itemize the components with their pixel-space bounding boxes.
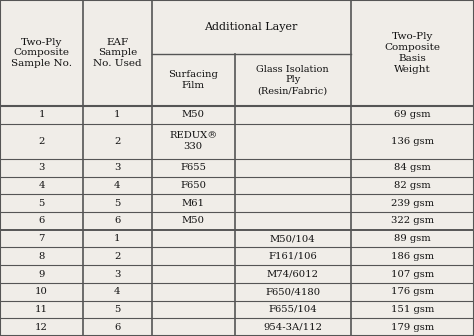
Text: 8: 8: [38, 252, 45, 261]
Text: 69 gsm: 69 gsm: [394, 110, 431, 119]
Text: 1: 1: [114, 234, 120, 243]
Text: 10: 10: [35, 287, 48, 296]
Text: 1: 1: [114, 110, 120, 119]
Text: 3: 3: [38, 163, 45, 172]
Text: M74/6012: M74/6012: [267, 269, 319, 279]
Text: 3: 3: [114, 269, 120, 279]
Text: REDUX®
330: REDUX® 330: [169, 131, 217, 151]
Text: 4: 4: [38, 181, 45, 190]
Text: F650: F650: [180, 181, 206, 190]
Text: 6: 6: [38, 216, 45, 225]
Text: 1: 1: [38, 110, 45, 119]
Text: 5: 5: [114, 305, 120, 314]
Text: 5: 5: [114, 199, 120, 208]
Text: Two-Ply
Composite
Basis
Weight: Two-Ply Composite Basis Weight: [384, 32, 440, 74]
Text: 151 gsm: 151 gsm: [391, 305, 434, 314]
Text: 4: 4: [114, 181, 120, 190]
Text: 5: 5: [38, 199, 45, 208]
Text: M61: M61: [182, 199, 205, 208]
Text: 2: 2: [114, 252, 120, 261]
Text: Two-Ply
Composite
Sample No.: Two-Ply Composite Sample No.: [11, 38, 72, 68]
Text: 2: 2: [114, 137, 120, 146]
Text: F650/4180: F650/4180: [265, 287, 320, 296]
Text: 3: 3: [114, 163, 120, 172]
Text: M50: M50: [182, 216, 205, 225]
Text: 176 gsm: 176 gsm: [391, 287, 434, 296]
Text: Additional Layer: Additional Layer: [205, 22, 298, 32]
Text: 239 gsm: 239 gsm: [391, 199, 434, 208]
Text: 2: 2: [38, 137, 45, 146]
Text: Glass Isolation
Ply
(Resin/Fabric): Glass Isolation Ply (Resin/Fabric): [256, 65, 329, 95]
Text: Surfacing
Film: Surfacing Film: [168, 70, 218, 90]
Text: 6: 6: [114, 216, 120, 225]
Text: 179 gsm: 179 gsm: [391, 323, 434, 332]
Text: 89 gsm: 89 gsm: [394, 234, 431, 243]
Text: F655: F655: [180, 163, 206, 172]
Text: 322 gsm: 322 gsm: [391, 216, 434, 225]
Text: M50: M50: [182, 110, 205, 119]
Text: 4: 4: [114, 287, 120, 296]
Text: F161/106: F161/106: [268, 252, 317, 261]
Text: 7: 7: [38, 234, 45, 243]
Text: 954-3A/112: 954-3A/112: [263, 323, 322, 332]
Text: 82 gsm: 82 gsm: [394, 181, 431, 190]
Text: 9: 9: [38, 269, 45, 279]
Text: 12: 12: [35, 323, 48, 332]
Text: 84 gsm: 84 gsm: [394, 163, 431, 172]
Text: 6: 6: [114, 323, 120, 332]
Text: M50/104: M50/104: [270, 234, 316, 243]
Text: EAF
Sample
No. Used: EAF Sample No. Used: [93, 38, 142, 68]
Text: F655/104: F655/104: [268, 305, 317, 314]
Text: 11: 11: [35, 305, 48, 314]
Text: 107 gsm: 107 gsm: [391, 269, 434, 279]
Text: 136 gsm: 136 gsm: [391, 137, 434, 146]
Text: 186 gsm: 186 gsm: [391, 252, 434, 261]
